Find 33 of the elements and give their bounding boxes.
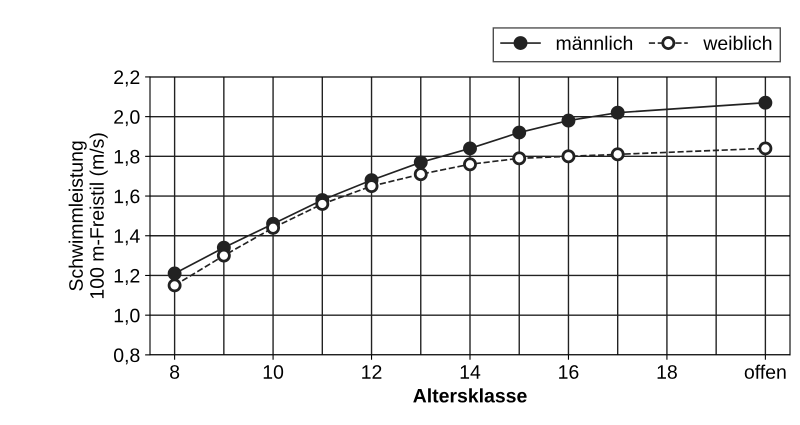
x-tick-label: 14 xyxy=(460,365,480,379)
y-axis-title: Schwimmleistung 100 m-Freistil (m/s) xyxy=(68,133,108,298)
point xyxy=(463,141,477,156)
point xyxy=(610,106,625,120)
point xyxy=(562,149,576,164)
y-tick-label: 1,8 xyxy=(114,150,140,166)
legend-label: weiblich xyxy=(703,36,772,50)
point xyxy=(414,167,428,182)
y-tick-label: 1,0 xyxy=(114,308,140,325)
y-tick-label: 2,2 xyxy=(114,70,140,86)
x-tick-label: 12 xyxy=(362,365,382,379)
point xyxy=(414,155,428,170)
point xyxy=(758,96,772,110)
point xyxy=(758,141,772,156)
point xyxy=(610,147,625,162)
point xyxy=(168,278,182,292)
point xyxy=(512,126,526,140)
y-tick-label: 1,2 xyxy=(114,268,140,285)
y-tick-label: 1,4 xyxy=(114,229,140,246)
y-tick-label: 0,8 xyxy=(114,348,140,364)
point xyxy=(168,266,182,280)
x-axis-title: Altersklasse xyxy=(413,388,527,403)
legend-label: männlich xyxy=(556,36,632,50)
point xyxy=(512,151,526,166)
point xyxy=(463,157,477,172)
x-tick-label: 18 xyxy=(658,365,677,379)
point xyxy=(562,114,576,128)
x-tick-label: 16 xyxy=(559,365,578,379)
x-tick-label: 10 xyxy=(264,365,284,379)
x-tick-label: offen xyxy=(744,364,786,379)
y-tick-label: 1,6 xyxy=(114,190,140,206)
y-tick-label: 2,0 xyxy=(114,110,140,126)
x-tick-label: 8 xyxy=(170,365,180,379)
